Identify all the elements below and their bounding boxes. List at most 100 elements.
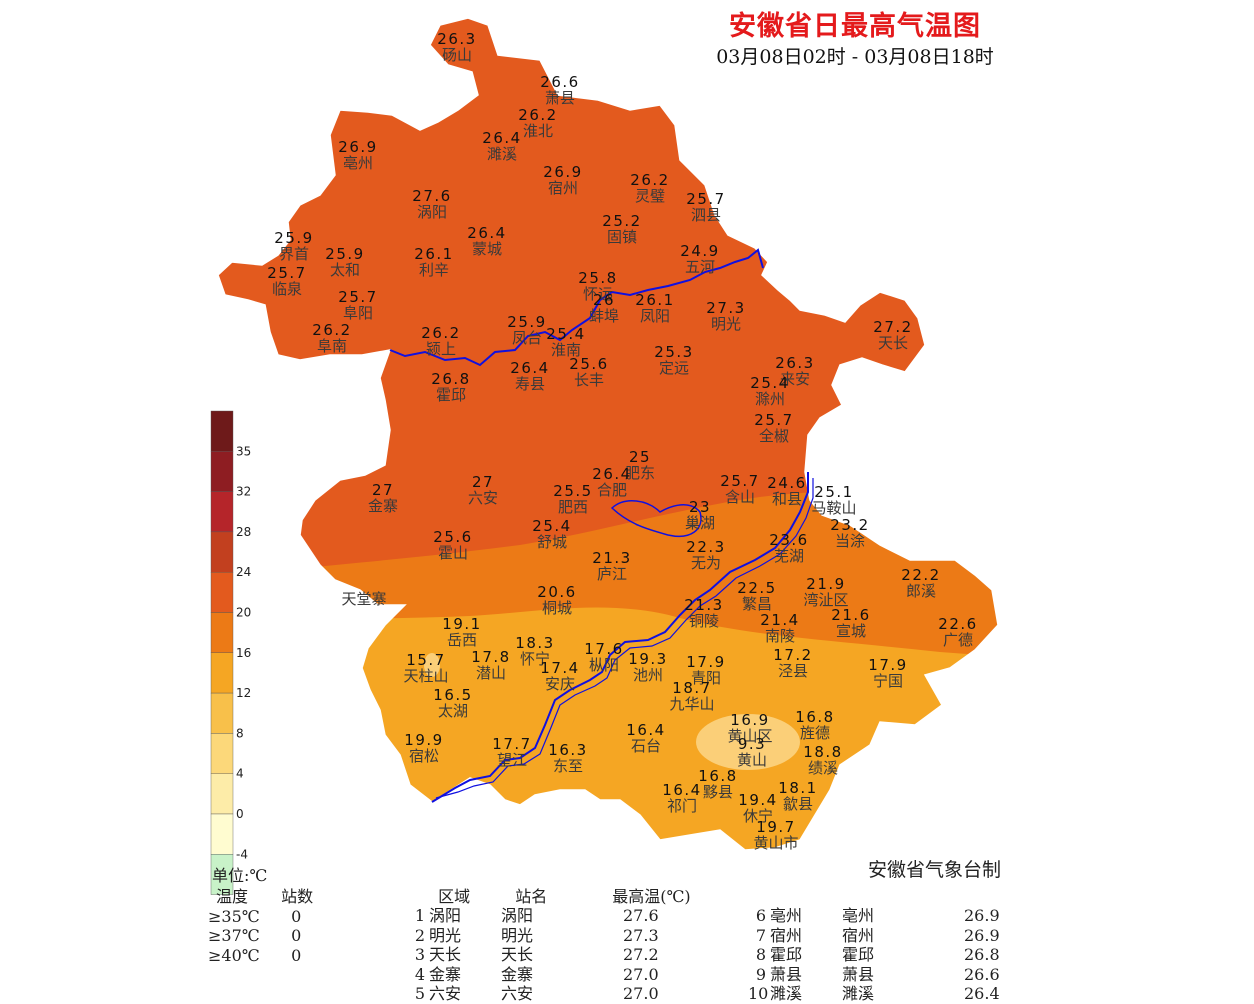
- rank-cell-temp: 27.0: [623, 984, 659, 1003]
- station-value: 16.8: [795, 708, 834, 726]
- count-cell-num: 0: [291, 906, 302, 926]
- station-value: 16.9: [730, 711, 769, 729]
- rank-cell-index: 1: [414, 906, 425, 925]
- station-name: 宣城: [836, 622, 866, 640]
- credit-text: 安徽省气象台制: [868, 859, 1002, 881]
- station-value: 26.3: [437, 30, 476, 48]
- rank-table-right: 6 亳州 亳州 26.9 7 宿州 宿州 26.9 8 霍邱 霍邱 26.8 9 萧县 萧县 26.6 10 濉溪…: [748, 906, 1024, 1004]
- station-value: 25.7: [267, 264, 306, 282]
- station-name: 含山: [725, 488, 755, 506]
- station-岳西: 19.1岳西: [442, 615, 480, 649]
- station-name: 界首: [279, 245, 309, 263]
- station-name: 凤阳: [640, 307, 670, 325]
- station-value: 26.2: [518, 106, 557, 124]
- station-阜南: 26.2阜南: [312, 321, 351, 355]
- station-name: 淮北: [523, 122, 553, 140]
- station-value: 25.5: [553, 482, 592, 500]
- station-怀远: 25.8怀远: [578, 269, 617, 303]
- station-天长: 27.2天长: [873, 318, 912, 352]
- station-name: 旌德: [800, 724, 830, 742]
- station-name: 绩溪: [808, 759, 838, 777]
- station-value: 18.3: [515, 634, 554, 652]
- station-name: 安庆: [545, 675, 575, 693]
- station-value: 25.9: [274, 229, 313, 247]
- station-休宁: 19.4休宁: [738, 791, 776, 825]
- station-定远: 25.3定远: [654, 343, 692, 377]
- rank-row: 5 六安 六安 27.0: [405, 984, 683, 1004]
- rank-cell-area: 六安: [429, 984, 462, 1003]
- station-value: 25.9: [325, 245, 364, 263]
- station-name: 望江: [497, 751, 527, 769]
- station-name: 怀宁: [520, 650, 550, 668]
- station-value: 16.5: [433, 686, 472, 704]
- station-name: 明光: [711, 315, 741, 333]
- station-value: 26.3: [775, 354, 814, 372]
- station-凤台: 25.9凤台: [507, 313, 545, 347]
- rank-cell-area: 霍邱: [770, 945, 803, 964]
- rank-cell-station: 六安: [501, 984, 534, 1003]
- station-name: 石台: [631, 737, 661, 755]
- yangtze-river: [431, 472, 809, 803]
- station-蒙城: 26.4蒙城: [467, 224, 505, 258]
- yangtze-river-bank: [435, 478, 814, 799]
- rank-table: 区域 站名 最高温(℃): [405, 887, 691, 907]
- station-舒城: 25.4舒城: [532, 517, 570, 551]
- chaohu-lake: [610, 500, 702, 537]
- station-value: 22.2: [901, 566, 940, 584]
- map-subtitle: 03月08日02时 - 03月08日18时: [716, 46, 994, 68]
- station-value: 17.2: [773, 646, 812, 664]
- station-value: 27.3: [706, 299, 745, 317]
- station-歙县: 18.1歙县: [778, 779, 816, 813]
- station-name: 和县: [772, 490, 802, 508]
- rank-cell-station: 明光: [501, 925, 534, 945]
- station-value: 27.2: [873, 318, 912, 336]
- legend-tick-label: 28: [236, 525, 251, 539]
- rank-cell-station: 霍邱: [842, 945, 875, 964]
- station-value: 25.1: [814, 483, 853, 501]
- rank-cell-station: 涡阳: [501, 906, 534, 925]
- legend-swatch: [210, 813, 234, 855]
- station-name: 繁昌: [742, 595, 772, 613]
- count-row: ≥40℃ 0: [208, 946, 331, 966]
- station-value: 16.8: [698, 767, 737, 785]
- station-郎溪: 22.2郎溪: [901, 566, 940, 600]
- station-value: 26.2: [630, 171, 669, 189]
- legend-tick-label: 24: [236, 565, 251, 579]
- rank-cell-index: 7: [755, 925, 766, 945]
- rank-row: 7 宿州 宿州 26.9: [748, 926, 1024, 946]
- station-南陵: 21.4南陵: [760, 611, 798, 645]
- station-name: 寿县: [515, 375, 545, 393]
- station-name: 池州: [633, 666, 663, 684]
- station-铜陵: 21.3铜陵: [684, 596, 722, 630]
- rank-header-station: 站名: [515, 887, 548, 906]
- station-name: 亳州: [343, 154, 373, 172]
- station-潜山: 17.8潜山: [471, 648, 509, 682]
- legend-unit: 单位:℃: [212, 866, 268, 885]
- rank-row: 2 明光 明光 27.3: [405, 926, 683, 946]
- count-table-header: 温度 站数: [208, 887, 331, 907]
- zone-cool-patch: [696, 714, 800, 770]
- rank-cell-index: 8: [755, 945, 766, 964]
- rank-cell-temp: 26.9: [964, 925, 1000, 945]
- station-value: 26.2: [312, 321, 351, 339]
- station-value: 25.8: [578, 269, 617, 287]
- station-name: 长丰: [574, 371, 604, 389]
- station-绩溪: 18.8绩溪: [803, 743, 841, 777]
- station-name: 颍上: [426, 340, 456, 358]
- station-name: 天柱山: [403, 667, 448, 685]
- station-太和: 25.9太和: [325, 245, 364, 279]
- station-name: 广德: [943, 631, 973, 649]
- legend-swatch: [210, 854, 234, 895]
- station-value: 17.6: [584, 640, 623, 658]
- station-霍山: 25.6霍山: [433, 528, 471, 562]
- station-name: 涡阳: [417, 203, 447, 221]
- station-祁门: 16.4祁门: [662, 781, 700, 815]
- station-濉溪: 26.4濉溪: [482, 129, 520, 163]
- station-value: 26.4: [510, 359, 549, 377]
- rank-cell-area: 金寨: [429, 964, 462, 984]
- station-name: 蚌埠: [589, 307, 619, 325]
